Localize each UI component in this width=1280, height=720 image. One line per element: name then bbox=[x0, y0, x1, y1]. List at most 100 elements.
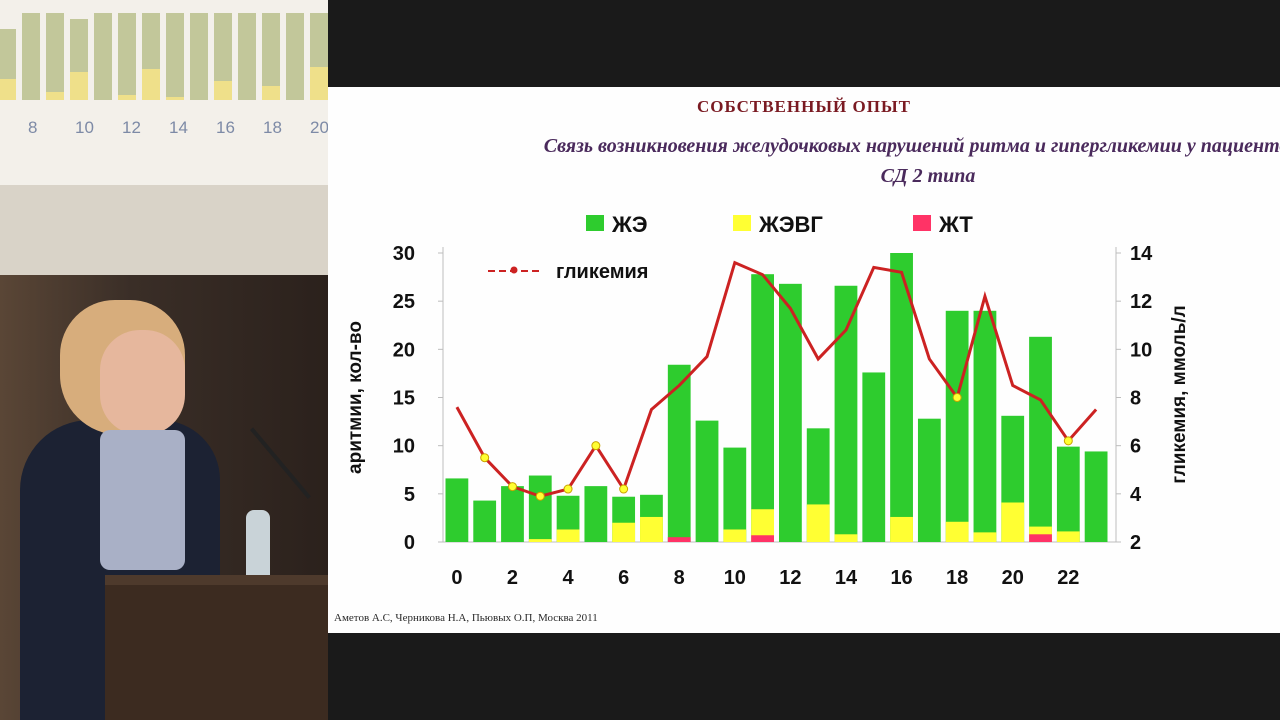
bar-ЖЭВГ bbox=[890, 516, 913, 542]
background-tick-label: 14 bbox=[169, 118, 188, 137]
right-tick-label: 10 bbox=[1130, 339, 1152, 361]
x-tick-label: 10 bbox=[724, 567, 746, 589]
bar-ЖЭ bbox=[584, 486, 608, 542]
right-tick-label: 2 bbox=[1130, 532, 1141, 554]
presenter-face bbox=[100, 330, 185, 435]
background-bar-yellow bbox=[214, 81, 232, 100]
background-tick-label: 16 bbox=[216, 118, 235, 137]
right-tick-label: 4 bbox=[1130, 484, 1142, 506]
background-bar-yellow bbox=[0, 79, 16, 100]
glycemia-point bbox=[1063, 436, 1073, 446]
left-axis-label: аритмии, кол-во bbox=[345, 321, 366, 474]
background-tick-label: 18 bbox=[263, 118, 282, 137]
x-tick-label: 2 bbox=[507, 567, 518, 589]
bar-ЖЭ bbox=[445, 478, 469, 542]
background-bar bbox=[46, 12, 64, 100]
slide-title: Связь возникновения желудочковых нарушен… bbox=[543, 135, 1280, 187]
background-bar bbox=[166, 12, 184, 100]
bar-ЖЭ bbox=[1084, 451, 1108, 542]
right-tick-label: 6 bbox=[1130, 436, 1141, 458]
bar-ЖТ bbox=[751, 535, 774, 542]
glycemia-point bbox=[619, 484, 629, 494]
background-bar bbox=[190, 12, 208, 100]
legend-marker-glycemia bbox=[510, 266, 518, 274]
glycemia-point bbox=[480, 453, 490, 463]
bar-ЖЭВГ bbox=[1001, 502, 1025, 542]
bar-ЖЭ bbox=[528, 475, 552, 542]
bar-ЖЭ bbox=[945, 310, 969, 542]
background-bar-yellow bbox=[118, 95, 136, 100]
legend-swatch-ЖТ bbox=[913, 215, 931, 231]
x-tick-label: 22 bbox=[1057, 567, 1079, 589]
legend-label-ЖТ: ЖТ bbox=[938, 212, 973, 237]
background-bar-yellow bbox=[142, 68, 160, 100]
screen-frame bbox=[0, 185, 328, 275]
glycemia-point bbox=[563, 484, 573, 494]
glycemia-point bbox=[535, 491, 545, 501]
glycemia-line bbox=[455, 260, 1098, 498]
bar-ЖЭ bbox=[723, 447, 747, 542]
right-tick-label: 14 bbox=[1130, 243, 1153, 265]
legend-swatch-ЖЭВГ bbox=[733, 215, 751, 231]
right-tick-label: 12 bbox=[1130, 291, 1152, 313]
background-bar bbox=[118, 12, 136, 100]
bar-ЖЭВГ bbox=[973, 532, 997, 542]
background-bar bbox=[262, 12, 280, 100]
glycemia-point bbox=[591, 441, 601, 451]
x-tick-label: 12 bbox=[779, 567, 801, 589]
bar-ЖЭВГ bbox=[806, 504, 830, 542]
legend-label-ЖЭ: ЖЭ bbox=[611, 212, 648, 237]
background-tick-label: 12 bbox=[122, 118, 141, 137]
left-tick-label: 5 bbox=[404, 484, 415, 506]
bar-ЖТ bbox=[1029, 534, 1052, 542]
background-bar bbox=[22, 12, 40, 100]
right-axis-label: гликемия, ммоль/л bbox=[1169, 305, 1190, 484]
left-tick-label: 20 bbox=[393, 339, 415, 361]
x-tick-label: 6 bbox=[618, 567, 629, 589]
legend-label-ЖЭВГ: ЖЭВГ bbox=[758, 212, 823, 237]
bar-ЖЭВГ bbox=[723, 529, 747, 542]
water-bottle bbox=[246, 510, 270, 580]
bar-ЖЭВГ bbox=[556, 529, 580, 542]
bar-ЖЭ bbox=[501, 486, 524, 542]
legend-swatch-ЖЭ bbox=[586, 215, 604, 231]
background-bar bbox=[94, 12, 112, 100]
bar-ЖЭ bbox=[917, 418, 941, 542]
background-bar bbox=[238, 12, 256, 100]
bar-ЖЭ bbox=[751, 274, 774, 542]
podium bbox=[105, 575, 328, 720]
bar-ЖЭ bbox=[890, 253, 913, 542]
x-tick-label: 0 bbox=[451, 567, 462, 589]
bar-ЖЭ bbox=[667, 364, 691, 542]
bar-ЖЭ bbox=[834, 285, 858, 542]
x-tick-label: 8 bbox=[674, 567, 685, 589]
background-bar-yellow bbox=[70, 71, 88, 100]
left-tick-label: 30 bbox=[393, 243, 415, 265]
legend-label-glycemia: гликемия bbox=[556, 261, 648, 283]
presentation-slide: СОБСТВЕННЫЙ ОПЫТ Связь возникновения жел… bbox=[328, 87, 1280, 633]
x-tick-label: 14 bbox=[835, 567, 858, 589]
left-tick-label: 15 bbox=[393, 388, 415, 410]
x-tick-label: 4 bbox=[563, 567, 575, 589]
background-bar bbox=[214, 12, 232, 100]
bar-ЖТ bbox=[667, 537, 691, 542]
background-bar-yellow bbox=[262, 85, 280, 100]
bar-ЖЭВГ bbox=[640, 516, 663, 542]
glycemia-point bbox=[952, 393, 962, 402]
x-tick-label: 16 bbox=[890, 567, 912, 589]
slide-header-text: СОБСТВЕННЫЙ ОПЫТ bbox=[696, 97, 911, 116]
right-tick-label: 8 bbox=[1130, 388, 1141, 410]
bar-ЖЭ bbox=[973, 310, 997, 542]
bar-ЖЭ bbox=[1029, 336, 1052, 542]
x-tick-label: 18 bbox=[946, 567, 968, 589]
left-tick-label: 10 bbox=[393, 436, 415, 458]
bar-ЖЭ bbox=[1056, 446, 1080, 542]
bar-ЖЭ bbox=[779, 283, 802, 542]
bar-ЖЭ bbox=[473, 500, 497, 542]
bar-ЖЭ bbox=[862, 372, 886, 542]
bar-ЖЭВГ bbox=[612, 522, 636, 542]
bar-ЖЭ bbox=[695, 420, 719, 542]
background-bar-yellow bbox=[310, 66, 328, 100]
bar-ЖЭВГ bbox=[1056, 531, 1080, 542]
slide-header: СОБСТВЕННЫЙ ОПЫТ bbox=[328, 97, 1280, 117]
